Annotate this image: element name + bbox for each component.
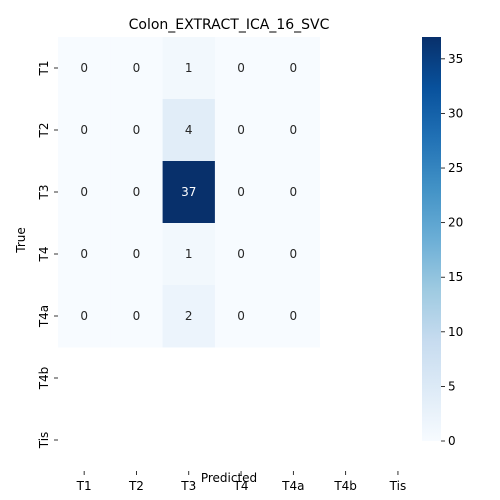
cell-value-label: 0 (80, 247, 88, 261)
heatmap-cell (58, 99, 111, 162)
heatmap-cell (162, 161, 216, 224)
colorbar-tick-label: 15 (448, 270, 463, 284)
y-tick-label: Tis (37, 432, 51, 450)
colorbar-tick-label: 10 (448, 325, 463, 339)
cell-value-label: 0 (290, 309, 298, 323)
heatmap-cell (110, 223, 164, 286)
y-tick-label: T3 (37, 185, 51, 201)
cell-value-label: 0 (133, 123, 141, 137)
heatmap-cell (267, 99, 320, 162)
y-tick-label: T4b (37, 367, 51, 391)
heatmap-cell (267, 285, 320, 348)
cell-value-label: 0 (237, 247, 245, 261)
heatmap-cell (267, 37, 320, 100)
cell-value-label: 0 (133, 247, 141, 261)
cell-value-labels: 0 0 1 0 0 0 0 4 0 0 0 0 37 0 0 0 0 1 0 0 0 0 2 0 0 (80, 61, 297, 323)
cell-value-label: 0 (80, 123, 88, 137)
cell-value-label: 0 (237, 185, 245, 199)
x-axis-ticks: T1 T2 T3 T4 T4a T4b Tis (76, 471, 407, 493)
colorbar-tick-label: 5 (448, 379, 456, 393)
heatmap-cell (214, 37, 268, 100)
y-tick-label: T2 (37, 123, 51, 139)
y-tick-label: T1 (37, 61, 51, 77)
cell-value-label: 0 (237, 61, 245, 75)
colorbar-tick-label: 20 (448, 216, 463, 230)
cell-value-label: 0 (133, 61, 141, 75)
x-tick-label: T4b (333, 479, 357, 493)
cell-value-label: 2 (185, 309, 193, 323)
colorbar (422, 37, 441, 441)
heatmap-cells (58, 37, 320, 348)
heatmap-cell (214, 285, 268, 348)
x-tick-label: T1 (76, 479, 92, 493)
colorbar-tick-label: 30 (448, 106, 463, 120)
x-tick-label: Tis (389, 479, 407, 493)
cell-value-label: 4 (185, 123, 193, 137)
chart-title: Colon_EXTRACT_ICA_16_SVC (129, 17, 330, 33)
cell-value-label: 0 (133, 185, 141, 199)
x-tick-label: T4 (233, 479, 249, 493)
y-tick-label: T4a (37, 305, 51, 328)
heatmap-cell (110, 99, 164, 162)
cell-value-label: 0 (290, 185, 298, 199)
cell-value-label: 0 (80, 61, 88, 75)
cell-value-label: 0 (290, 61, 298, 75)
cell-value-label: 1 (185, 247, 193, 261)
y-axis-ticks: T1 T2 T3 T4 T4a T4b Tis (37, 61, 58, 450)
heatmap-cell (267, 161, 320, 224)
y-axis-label: True (14, 227, 28, 254)
cell-value-label: 0 (133, 309, 141, 323)
heatmap-cell (110, 37, 164, 100)
heatmap-cell (214, 223, 268, 286)
heatmap-cell (214, 161, 268, 224)
heatmap-cell (58, 285, 111, 348)
colorbar-tick-label: 0 (448, 434, 456, 448)
colorbar-ticks: 0 5 10 15 20 25 30 35 (441, 52, 463, 448)
heatmap-cell (58, 37, 111, 100)
heatmap-cell (214, 99, 268, 162)
x-tick-label: T3 (180, 479, 196, 493)
cell-value-label: 0 (80, 185, 88, 199)
heatmap-cell (267, 223, 320, 286)
y-tick-label: T4 (37, 247, 51, 263)
cell-value-label: 0 (290, 247, 298, 261)
x-axis-label: Predicted (201, 471, 257, 485)
heatmap-cell (58, 161, 111, 224)
x-tick-label: T4a (281, 479, 304, 493)
colorbar-tick-label: 35 (448, 52, 463, 66)
cell-value-label: 0 (237, 123, 245, 137)
cell-value-label: 1 (185, 61, 193, 75)
heatmap-cell (110, 285, 164, 348)
cell-value-label: 0 (290, 123, 298, 137)
cell-value-label: 37 (181, 185, 196, 199)
heatmap-cell (58, 223, 111, 286)
x-tick-label: T2 (128, 479, 144, 493)
cell-value-label: 0 (80, 309, 88, 323)
heatmap-cell (162, 37, 216, 100)
heatmap-cell (162, 223, 216, 286)
heatmap-cell (162, 99, 216, 162)
heatmap-cell (162, 285, 216, 348)
cell-value-label: 0 (237, 309, 245, 323)
colorbar-tick-label: 25 (448, 161, 463, 175)
heatmap-cell (110, 161, 164, 224)
